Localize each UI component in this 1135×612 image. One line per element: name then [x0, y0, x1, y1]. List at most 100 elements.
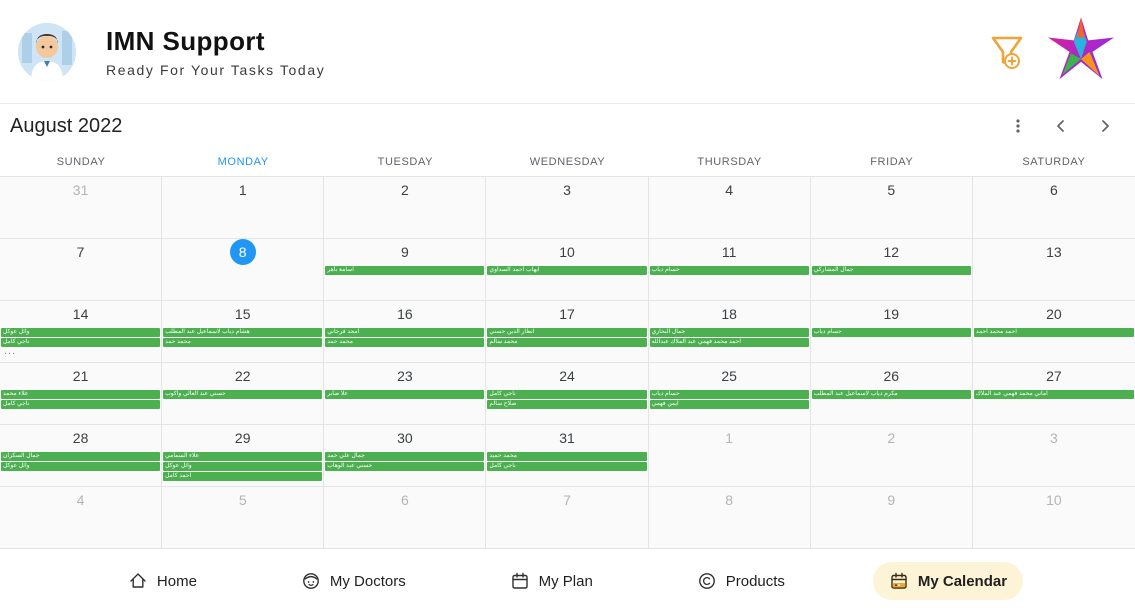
event-bar[interactable]: حسام دياب [649, 390, 809, 399]
event-bar[interactable]: صلاح سالم [487, 400, 647, 409]
day-cell[interactable]: 26 مكرم دياب لاسماعيل عبد المطلب [810, 363, 973, 425]
nav-item-label: My Doctors [329, 572, 406, 590]
day-cell[interactable]: 4 [0, 487, 163, 549]
day-cell[interactable]: 2 [810, 425, 973, 487]
event-bar[interactable]: ناجي كامل [1, 400, 161, 409]
day-cell[interactable]: 17 انظار الدين حسني محمد سالم [486, 301, 649, 363]
day-cell[interactable]: 16 امجد فرجاني محمد حمد [324, 301, 487, 363]
day-cell[interactable]: 14 وائل عوكل ناجي كامل... [0, 301, 163, 363]
month-label: August 2022 [10, 114, 123, 137]
day-cell[interactable]: 21 علاء محمد ناجي كامل [0, 363, 163, 425]
day-cell[interactable]: 6 [324, 487, 487, 549]
event-bar[interactable]: حسام دياب [811, 328, 971, 337]
day-cell[interactable]: 1 [162, 177, 325, 239]
day-cell[interactable]: 27 اماني محمد فهمي عبد الملاك [972, 363, 1135, 425]
day-number: 30 [397, 430, 413, 446]
day-number: 2 [400, 182, 409, 198]
event-bar[interactable]: جمال البخاري [649, 328, 809, 337]
day-cell[interactable]: 15 هشام دياب لاسماعيل عبد المطلب محمد حمد [162, 301, 325, 363]
next-month-button[interactable] [1093, 114, 1117, 138]
event-bar[interactable]: محمد حمد [163, 338, 323, 347]
event-bar[interactable]: احمد محمد احمد [973, 328, 1134, 337]
nav-item-my-plan[interactable]: My Plan [494, 562, 609, 600]
event-bar[interactable]: جمال السكران [1, 452, 161, 461]
day-cell[interactable]: 31 [0, 177, 163, 239]
selected-day: 8 [229, 239, 256, 265]
day-cell[interactable]: 8 [162, 239, 325, 301]
day-cell[interactable]: 9 [810, 487, 973, 549]
event-bar[interactable]: حسني عبد العالي واكوب [163, 390, 323, 399]
event-bar[interactable]: وائل عوكل [163, 462, 323, 471]
nav-item-products[interactable]: Products [681, 562, 801, 600]
day-cell[interactable]: 3 [972, 425, 1135, 487]
nav-item-home[interactable]: Home [112, 562, 213, 600]
nav-item-my-calendar[interactable]: My Calendar [872, 562, 1024, 600]
weekday-row: SUNDAY MONDAY TUESDAY WEDNESDAY THURSDAY FRID… [0, 148, 1135, 176]
products-icon [697, 571, 717, 591]
day-cell[interactable]: 2 [324, 177, 487, 239]
day-number: 18 [721, 306, 737, 322]
day-cell[interactable]: 12 جمال المشاركي [810, 239, 973, 301]
event-bar[interactable]: ناجي كامل [487, 390, 647, 399]
day-cell[interactable]: 7 [486, 487, 649, 549]
day-cell[interactable]: 25 حسام دياب ايمن فهمي [648, 363, 811, 425]
event-bar[interactable]: ايمن فهمي [649, 400, 809, 409]
event-bar[interactable]: محمد سالم [487, 338, 647, 347]
day-cell[interactable]: 23 علا صابر [324, 363, 487, 425]
event-bar[interactable]: جمال علي حمد [325, 452, 485, 461]
day-cell[interactable]: 18 جمال البخاري احمد محمد فهمي عبد الملاك … [648, 301, 811, 363]
event-bar[interactable]: جمال المشاركي [811, 266, 971, 275]
event-bar[interactable]: حسام دياب [649, 266, 809, 275]
day-cell[interactable]: 10 [972, 487, 1135, 549]
event-bar[interactable]: علا صابر [325, 390, 485, 399]
day-cell[interactable]: 9 اسامة باهر [324, 239, 487, 301]
day-cell[interactable]: 5 [162, 487, 325, 549]
day-number: 24 [559, 368, 575, 384]
day-cell[interactable]: 10 ايهاب احمد السداوي [486, 239, 649, 301]
day-cell[interactable]: 28 جمال السكران وائل عوكل [0, 425, 163, 487]
day-cell[interactable]: 13 [972, 239, 1135, 301]
day-cell[interactable]: 8 [648, 487, 811, 549]
day-cell[interactable]: 19 حسام دياب [810, 301, 973, 363]
event-bar[interactable]: اسامة باهر [325, 266, 485, 275]
event-bar[interactable]: محمد حمد [325, 338, 485, 347]
event-bar[interactable]: وائل عوكل [1, 462, 161, 471]
nav-item-my-doctors[interactable]: My Doctors [285, 562, 422, 600]
event-bar[interactable]: امجد فرجاني [325, 328, 485, 337]
day-cell[interactable]: 24 ناجي كامل صلاح سالم [486, 363, 649, 425]
weekday-friday: FRIDAY [870, 156, 914, 168]
day-cell[interactable]: 4 [648, 177, 811, 239]
day-cell[interactable]: 7 [0, 239, 163, 301]
day-cell[interactable]: 1 [648, 425, 811, 487]
event-bar[interactable]: علاء محمد [1, 390, 161, 399]
event-bar[interactable]: ايهاب احمد السداوي [487, 266, 647, 275]
day-cell[interactable]: 22 حسني عبد العالي واكوب [162, 363, 325, 425]
day-cell[interactable]: 31 محمد حميد ناجي كامل [486, 425, 649, 487]
day-number: 31 [559, 430, 575, 446]
page-subtitle: Ready For Your Tasks Today [106, 61, 326, 78]
day-cell[interactable]: 6 [972, 177, 1135, 239]
event-bar[interactable]: انظار الدين حسني [487, 328, 647, 337]
event-bar[interactable]: وائل عوكل [1, 328, 161, 337]
calendar: August 2022 SUNDAY MONDAY TUESDAY WEDNESDAY… [0, 104, 1135, 549]
more-events-indicator[interactable]: ... [4, 345, 17, 357]
event-bar[interactable]: ناجي كامل [1, 338, 161, 347]
day-cell[interactable]: 29 علاء السمامي وائل عوكل احمد كامل [162, 425, 325, 487]
filter-add-button[interactable] [983, 26, 1031, 78]
day-cell[interactable]: 5 [810, 177, 973, 239]
calendar-menu-button[interactable] [1007, 114, 1029, 138]
day-cell[interactable]: 20 احمد محمد احمد [972, 301, 1135, 363]
event-bar[interactable]: مكرم دياب لاسماعيل عبد المطلب [811, 390, 971, 399]
event-bar[interactable]: حسني عبد الوهاب [325, 462, 485, 471]
event-bar[interactable]: ناجي كامل [487, 462, 647, 471]
day-cell[interactable]: 11 حسام دياب [648, 239, 811, 301]
prev-month-button[interactable] [1049, 114, 1073, 138]
event-bar[interactable]: علاء السمامي [163, 452, 323, 461]
event-bar[interactable]: اماني محمد فهمي عبد الملاك [973, 390, 1134, 399]
day-cell[interactable]: 30 جمال علي حمد حسني عبد الوهاب [324, 425, 487, 487]
event-bar[interactable]: احمد محمد فهمي عبد الملاك عبدالله [649, 338, 809, 347]
event-bar[interactable]: احمد كامل [163, 472, 323, 481]
day-cell[interactable]: 3 [486, 177, 649, 239]
event-bar[interactable]: هشام دياب لاسماعيل عبد المطلب [163, 328, 323, 337]
event-bar[interactable]: محمد حميد [487, 452, 647, 461]
